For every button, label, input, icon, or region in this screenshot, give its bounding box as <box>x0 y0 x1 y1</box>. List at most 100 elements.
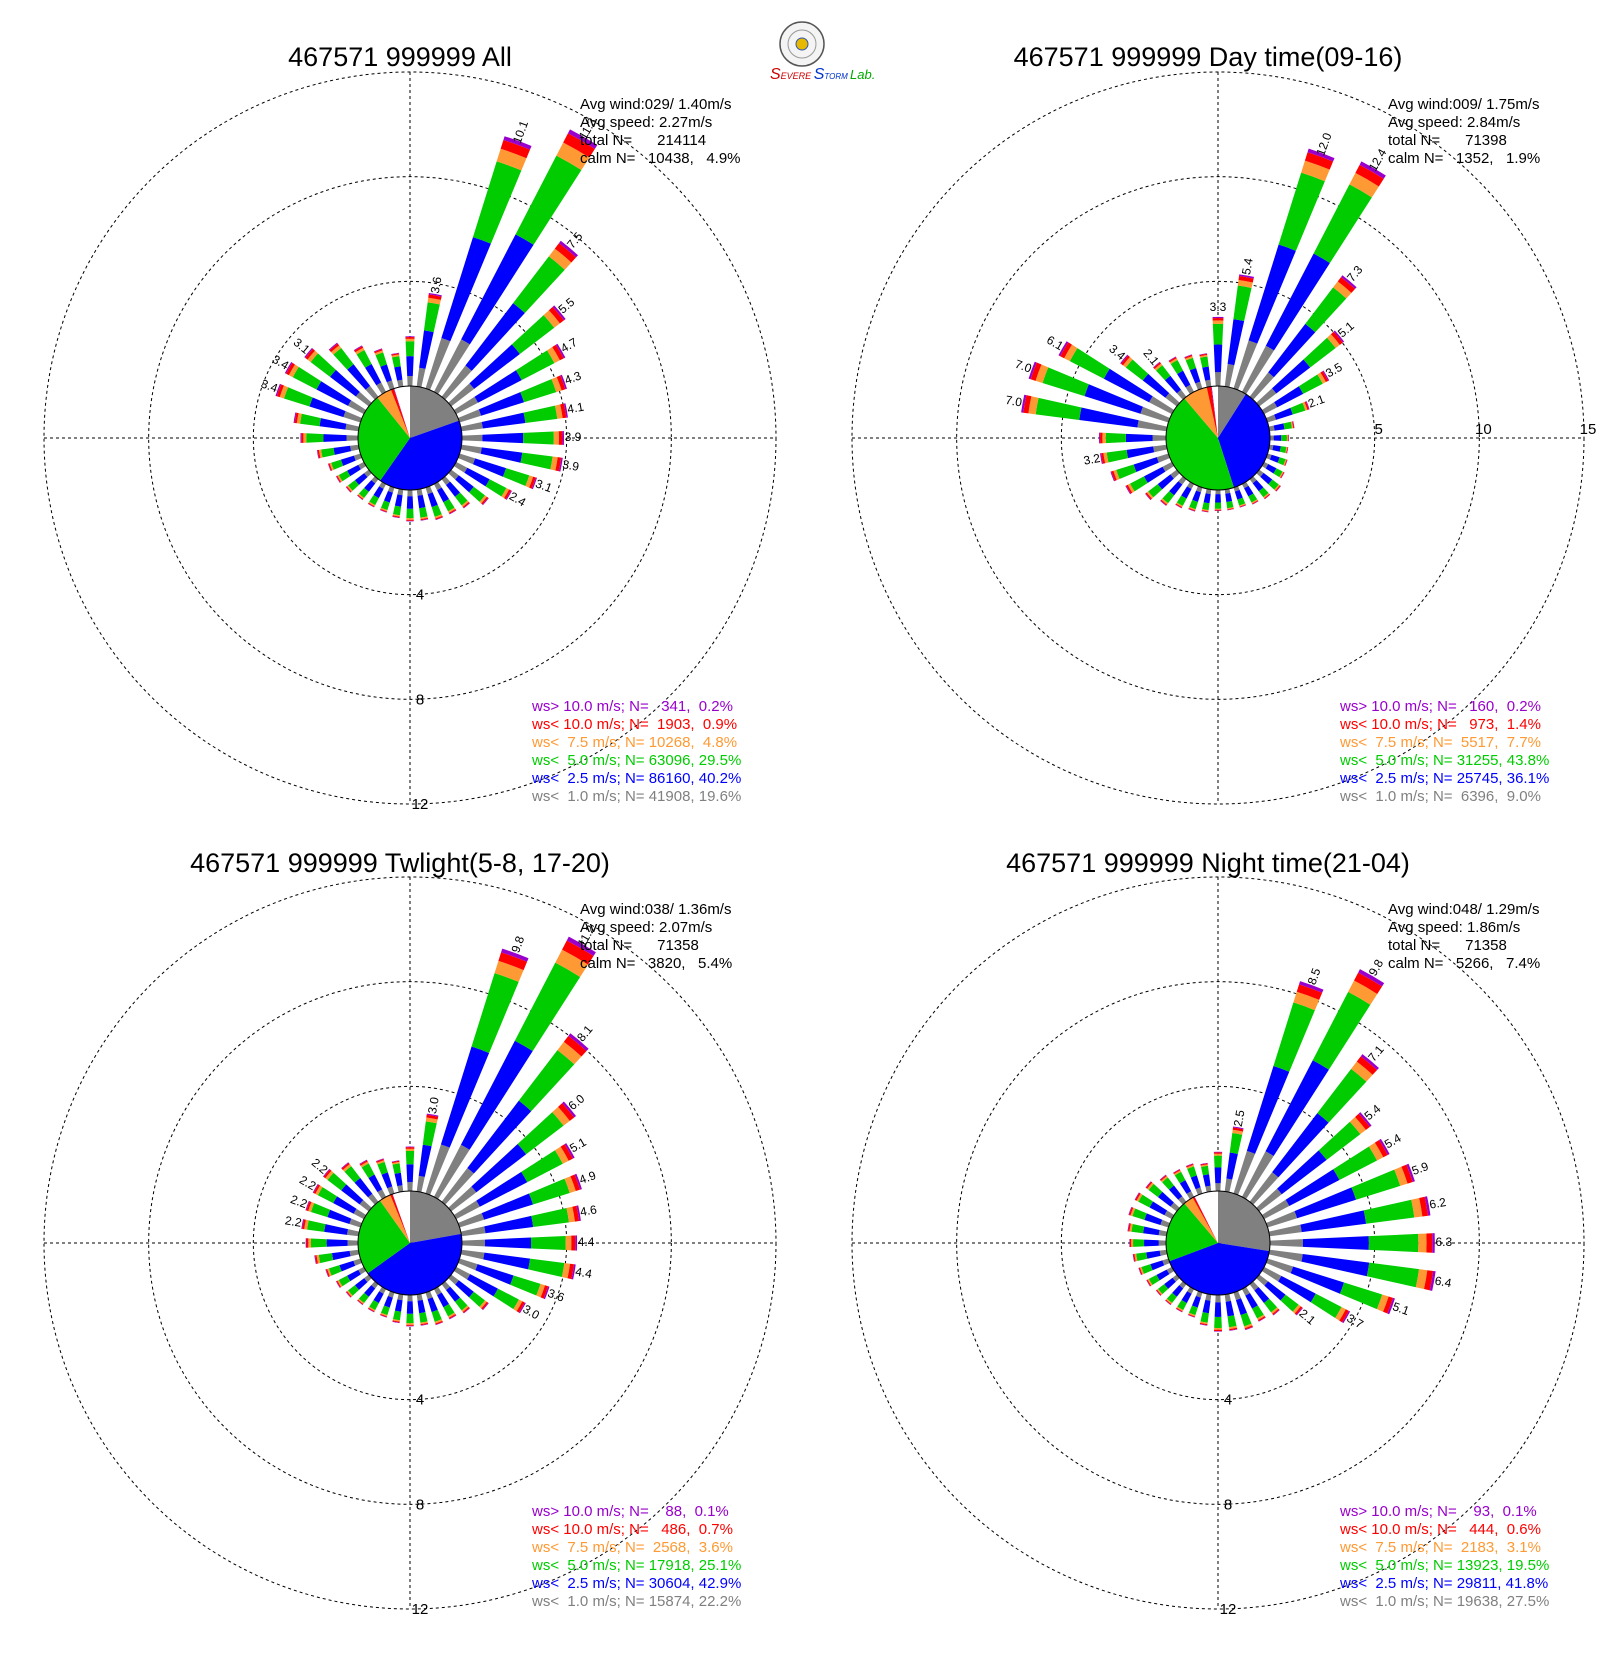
wind-bar-segment <box>423 1121 437 1146</box>
ring-label: 15 <box>1580 421 1597 438</box>
wind-bar-270 <box>300 433 358 443</box>
wind-bar-segment <box>417 368 426 388</box>
bar-value-label: 3.9 <box>565 430 582 444</box>
bar-value-label: 2.5 <box>1231 1109 1248 1128</box>
wind-bar-segment <box>1215 502 1221 508</box>
wind-bar-90 <box>462 431 564 445</box>
wind-bar-segment <box>407 376 413 386</box>
bar-value-label: 3.6 <box>428 275 445 294</box>
wind-bar-segment <box>1230 1133 1242 1154</box>
wind-bar-segment <box>1226 1301 1235 1316</box>
wind-bar-segment <box>1043 367 1089 396</box>
wind-bar-segment <box>1202 367 1210 381</box>
wind-bar-segment <box>1203 1300 1211 1313</box>
wind-bar-segment <box>327 1210 351 1224</box>
wind-bar-segment <box>1165 376 1181 394</box>
wind-bar-segment <box>482 433 523 443</box>
wind-bar-170 <box>1225 1294 1238 1331</box>
wind-bar-350 <box>392 1160 403 1192</box>
bar-value-label: 7.0 <box>1004 393 1023 410</box>
wind-bar-segment <box>1213 324 1223 345</box>
wind-bar-segment <box>303 433 306 443</box>
wind-bar-segment <box>1249 245 1296 344</box>
legend-entry: ws< 10.0 m/s; N= 486, 0.7% <box>531 1521 733 1538</box>
wind-bar-segment <box>1107 450 1128 463</box>
wind-bar-segment <box>521 1150 563 1182</box>
wind-bar-segment <box>394 366 402 380</box>
wind-bar-segment <box>424 302 440 332</box>
wind-bar-segment <box>1157 454 1170 463</box>
wind-bar-segment <box>1225 493 1232 502</box>
wind-bar-segment <box>1245 1293 1258 1309</box>
wind-bar-segment <box>510 1275 540 1295</box>
wind-bar-segment <box>406 356 413 376</box>
legend-entry: ws< 10.0 m/s; N= 1903, 0.9% <box>531 716 737 733</box>
wind-bar-segment <box>324 1224 348 1235</box>
pie-slice <box>1218 1191 1270 1251</box>
legend-entry: ws< 5.0 m/s; N= 63096, 29.5% <box>531 752 741 769</box>
wind-bar-segment <box>395 1173 403 1186</box>
wind-bar-segment <box>405 337 414 339</box>
wind-bar-segment <box>300 414 321 426</box>
wind-bar-segment <box>520 379 556 402</box>
wind-bar-segment <box>461 1226 486 1236</box>
wind-bar-segment <box>461 1250 485 1260</box>
bar-value-label: 3.3 <box>1210 300 1227 314</box>
wind-bar-segment <box>284 387 313 406</box>
ring-label: 4 <box>416 587 424 604</box>
bar-value-label: 4.4 <box>574 1264 593 1281</box>
wind-bar-segment <box>327 1239 348 1247</box>
ring-label: 12 <box>412 1601 429 1618</box>
wind-bar-segment <box>334 446 352 455</box>
stats-line: total N= 214114 <box>580 132 706 149</box>
wind-bar-segment <box>1159 1230 1168 1236</box>
legend-entry: ws< 10.0 m/s; N= 444, 0.6% <box>1339 1521 1541 1538</box>
wind-bar-segment <box>461 445 482 454</box>
legend-entry: ws< 7.5 m/s; N= 5517, 7.7% <box>1339 734 1541 751</box>
wind-bar-segment <box>1214 345 1222 373</box>
wind-bar-segment <box>428 492 438 507</box>
wind-bar-segment <box>1432 1233 1435 1253</box>
stats-line: calm N= 1352, 1.9% <box>1388 150 1540 167</box>
wind-bar-segment <box>406 518 413 520</box>
wind-bar-segment <box>1418 1234 1426 1253</box>
wind-bar-segment <box>481 447 523 462</box>
wind-bar-80 <box>1269 421 1295 431</box>
wind-bar-segment <box>1281 435 1287 441</box>
wind-bar-segment <box>339 1261 355 1272</box>
stats-line: calm N= 10438, 4.9% <box>580 150 741 167</box>
bar-value-label: 5.4 <box>1239 257 1256 276</box>
wind-bar-segment <box>493 1289 518 1309</box>
legend-entry: ws< 10.0 m/s; N= 973, 1.4% <box>1339 716 1541 733</box>
panel-title: 467571 999999 Night time(21-04) <box>1006 848 1410 878</box>
wind-bar-170 <box>417 489 428 521</box>
wind-bar-segment <box>523 431 554 444</box>
legend-entry: ws< 5.0 m/s; N= 17918, 25.1% <box>531 1557 741 1574</box>
bar-value-label: 6.4 <box>1434 1274 1453 1291</box>
wind-bar-segment <box>1364 1200 1415 1224</box>
stats-line: calm N= 5266, 7.4% <box>1388 955 1540 972</box>
wind-bar-segment <box>1303 1236 1369 1250</box>
ring-label: 8 <box>416 691 424 708</box>
wind-bar-segment <box>1225 1294 1231 1302</box>
wind-bar-segment <box>1191 1175 1201 1189</box>
wind-bar-90 <box>1270 1233 1435 1253</box>
bar-value-label: 8.5 <box>1305 966 1324 987</box>
wind-bar-segment <box>1233 286 1251 322</box>
wind-bar-segment <box>1144 1240 1159 1247</box>
ring-label: 8 <box>416 1496 424 1513</box>
logo-seal-center <box>796 38 808 50</box>
wind-bar-segment <box>1153 445 1167 453</box>
stats-line: total N= 71398 <box>1388 132 1507 149</box>
wind-bar-segment <box>1215 509 1222 510</box>
wind-bar-segment <box>1228 1315 1237 1327</box>
wind-bar-segment <box>1144 1213 1162 1225</box>
wind-bar-segment <box>406 1151 414 1164</box>
wind-bar-segment <box>441 1047 489 1148</box>
wind-bar-segment <box>1100 433 1102 444</box>
wind-bar-190 <box>1200 1294 1211 1326</box>
legend-entry: ws> 10.0 m/s; N= 88, 0.1% <box>531 1503 729 1520</box>
wind-bar-segment <box>1129 1239 1130 1247</box>
wind-bar-350 <box>391 353 403 388</box>
